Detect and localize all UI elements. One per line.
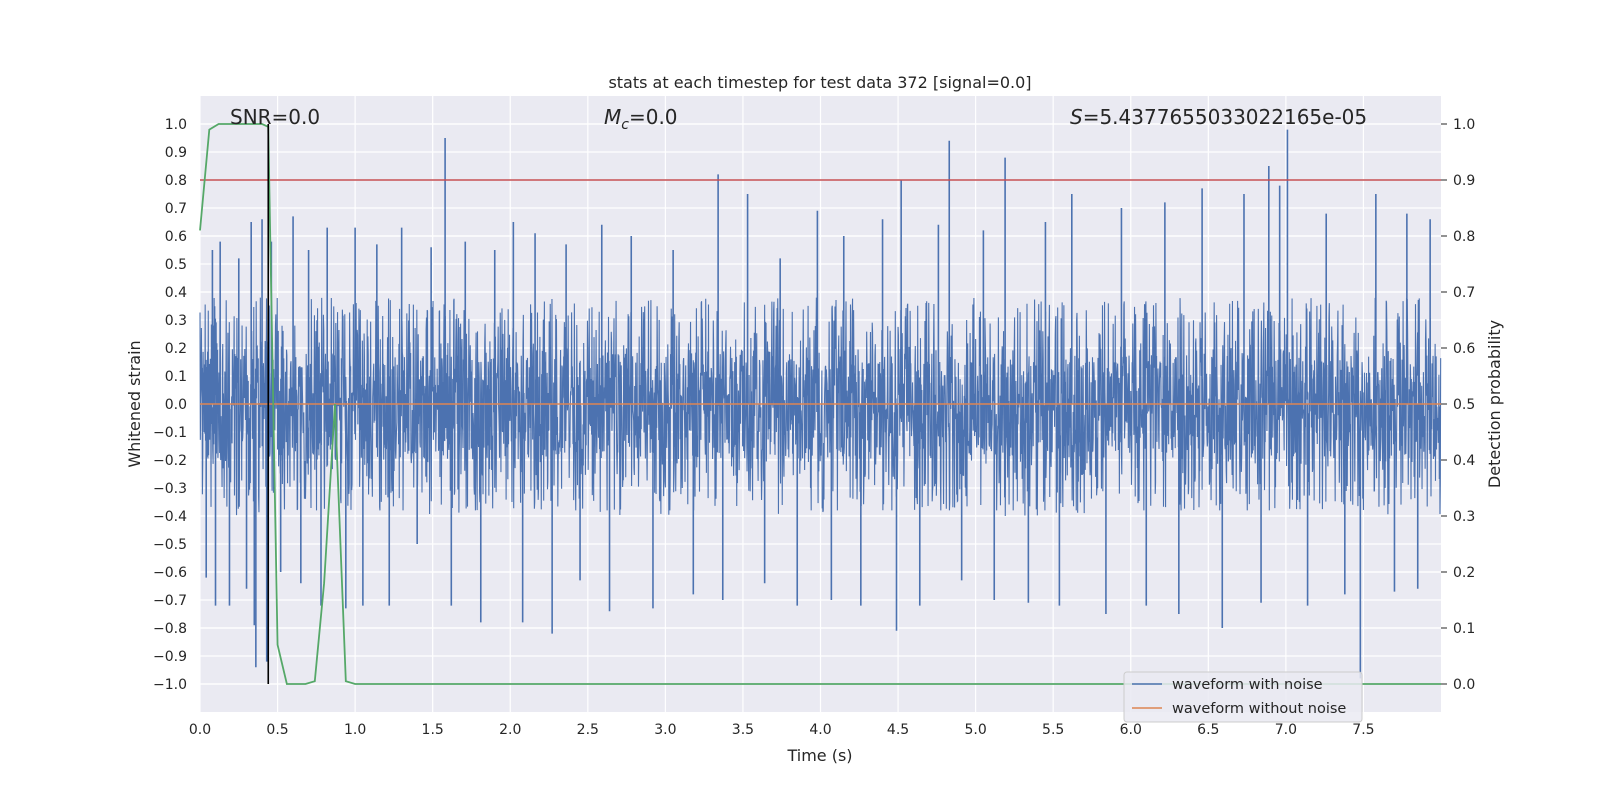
y2-tick-label: 0.6 (1453, 341, 1475, 357)
x-tick-label: 0.0 (189, 722, 211, 738)
y-tick-label: −0.8 (153, 621, 187, 637)
series-layer (199, 123, 1442, 685)
y-tick-label: 0.2 (165, 341, 187, 357)
x-tick-label: 7.5 (1352, 722, 1374, 738)
x-tick-label: 7.0 (1275, 722, 1297, 738)
x-tick-label: 6.0 (1120, 722, 1142, 738)
y2-tick-label: 0.9 (1453, 173, 1475, 189)
y2-tick-label: 1.0 (1453, 117, 1475, 133)
x-tick-label: 0.5 (266, 722, 288, 738)
legend-box (1123, 671, 1363, 723)
x-tick-label: 2.0 (499, 722, 521, 738)
y2-tick-label: 0.3 (1453, 509, 1475, 525)
y-tick-label: 0.7 (165, 201, 187, 217)
tick-labels: 0.0 0.5 1.0 1.5 2.0 2.5 3.0 3.5 4.0 4.5 5.0 5.5 6.0 6… (153, 117, 1475, 738)
mc-subscript: c (621, 117, 629, 133)
legend-label-noise: waveform with noise (1172, 677, 1323, 693)
y-tick-label: −0.5 (153, 537, 187, 553)
y-tick-label: −0.3 (153, 481, 187, 497)
series-waveform-with-noise (199, 297, 1442, 516)
y-tick-label: −0.6 (153, 565, 187, 581)
y-tick-label: −0.4 (153, 509, 187, 525)
y-tick-label: 0.9 (165, 145, 187, 161)
s-value: =5.4377655033022165e-05 (1083, 105, 1367, 129)
y2-tick-label: 0.5 (1453, 397, 1475, 413)
x-tick-label: 4.5 (887, 722, 909, 738)
y-axis-label: Whitened strain (125, 340, 144, 467)
x-tick-label: 3.5 (732, 722, 754, 738)
y2-tick-label: 0.8 (1453, 229, 1475, 245)
x-tick-label: 2.5 (577, 722, 599, 738)
y-tick-label: 0.3 (165, 313, 187, 329)
x-tick-label: 1.0 (344, 722, 366, 738)
y-tick-label: −1.0 (153, 677, 187, 693)
x-tick-label: 4.0 (809, 722, 831, 738)
x-tick-label: 1.5 (422, 722, 444, 738)
mc-value: =0.0 (629, 105, 678, 129)
y-tick-label: 1.0 (165, 117, 187, 133)
y2-tick-label: 0.0 (1453, 677, 1475, 693)
x-tick-label: 3.0 (654, 722, 676, 738)
s-symbol: S (1070, 105, 1083, 129)
y2-tick-label: 0.7 (1453, 285, 1475, 301)
y2-axis-label: Detection probability (1485, 320, 1504, 488)
y2-tick-label: 0.2 (1453, 565, 1475, 581)
y-tick-label: −0.2 (153, 453, 187, 469)
y-tick-label: −0.9 (153, 649, 187, 665)
x-axis-label: Time (s) (786, 746, 852, 765)
y-tick-label: −0.1 (153, 425, 187, 441)
y-tick-label: 0.6 (165, 229, 187, 245)
legend: waveform with noise waveform without noi… (1123, 671, 1363, 723)
mc-symbol: M (604, 105, 621, 129)
legend-label-clean: waveform without noise (1172, 701, 1346, 717)
score-annotation: S=5.4377655033022165e-05 (1070, 105, 1367, 129)
series-detection-probability (199, 123, 1441, 685)
y-tick-label: 0.0 (165, 397, 187, 413)
chart-title: stats at each timestep for test data 372… (608, 73, 1031, 92)
x-tick-label: 6.5 (1197, 722, 1219, 738)
y-tick-label: 0.5 (165, 257, 187, 273)
y-tick-label: 0.8 (165, 173, 187, 189)
x-tick-label: 5.5 (1042, 722, 1064, 738)
snr-annotation: SNR=0.0 (230, 105, 320, 129)
y-tick-label: −0.7 (153, 593, 187, 609)
y-tick-label: 0.1 (165, 369, 187, 385)
y2-tick-label: 0.4 (1453, 453, 1475, 469)
y2-tick-label: 0.1 (1453, 621, 1475, 637)
x-tick-label: 5.0 (964, 722, 986, 738)
chirp-mass-annotation: Mc=0.0 (604, 105, 678, 133)
y-tick-label: 0.4 (165, 285, 187, 301)
